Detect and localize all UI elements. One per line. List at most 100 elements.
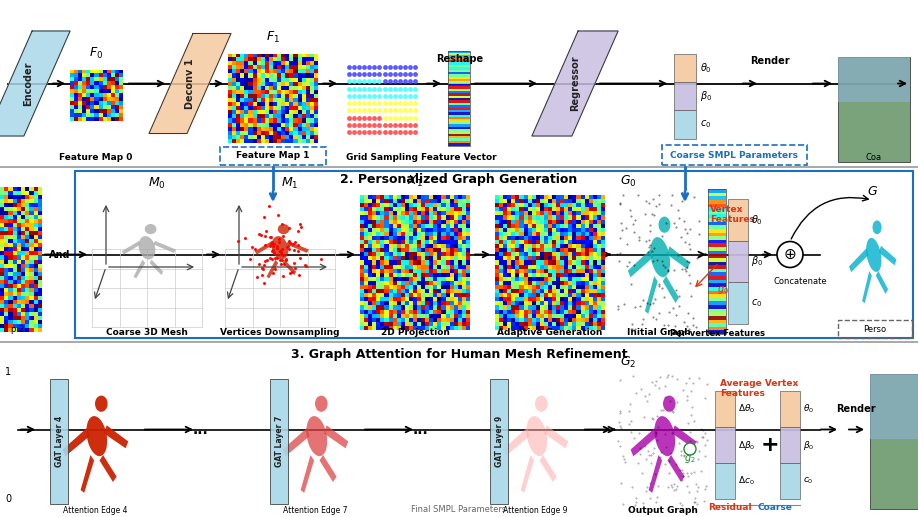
- Polygon shape: [555, 275, 574, 300]
- Ellipse shape: [315, 396, 328, 412]
- Bar: [708, 204, 726, 207]
- Bar: [448, 91, 470, 93]
- Bar: [708, 211, 726, 215]
- Bar: [708, 298, 726, 301]
- Text: $\Delta\theta_0$: $\Delta\theta_0$: [738, 403, 756, 415]
- Ellipse shape: [307, 416, 327, 456]
- Bar: [780, 427, 800, 463]
- Text: Feature Map 1: Feature Map 1: [236, 151, 309, 160]
- Text: ...: ...: [412, 422, 428, 436]
- Bar: [50, 379, 68, 504]
- Bar: [674, 110, 696, 139]
- Bar: [448, 110, 470, 112]
- Bar: [448, 117, 470, 119]
- Ellipse shape: [535, 396, 548, 412]
- Bar: [448, 57, 470, 60]
- Bar: [448, 131, 470, 133]
- Text: $M_0$: $M_0$: [148, 176, 166, 191]
- Text: Render: Render: [750, 55, 789, 66]
- Polygon shape: [150, 260, 163, 275]
- Ellipse shape: [872, 220, 881, 234]
- Bar: [708, 247, 726, 251]
- Bar: [708, 276, 726, 280]
- Text: Coarse SMPL Parameters: Coarse SMPL Parameters: [670, 150, 799, 160]
- Bar: [728, 199, 748, 241]
- Bar: [674, 82, 696, 110]
- Bar: [448, 86, 470, 88]
- Polygon shape: [300, 455, 314, 493]
- Text: $\beta_0$: $\beta_0$: [700, 89, 712, 103]
- Text: p 2: p 2: [11, 325, 25, 334]
- Polygon shape: [133, 260, 145, 278]
- Text: Coarse: Coarse: [757, 503, 792, 512]
- Bar: [708, 323, 726, 327]
- Text: Final SMPL Parameters: Final SMPL Parameters: [411, 505, 507, 514]
- Text: Attention Edge 7: Attention Edge 7: [283, 506, 347, 515]
- Text: 2. Personalized Graph Generation: 2. Personalized Graph Generation: [341, 173, 577, 186]
- Bar: [448, 98, 470, 100]
- Bar: [448, 51, 470, 53]
- Bar: [715, 463, 735, 499]
- Text: $\Delta\beta_0$: $\Delta\beta_0$: [738, 438, 756, 451]
- Text: GAT Layer 7: GAT Layer 7: [274, 416, 284, 467]
- Bar: [448, 133, 470, 136]
- Text: $M_1$: $M_1$: [281, 176, 298, 191]
- Text: $c_0$: $c_0$: [700, 118, 711, 130]
- Bar: [448, 69, 470, 72]
- Text: Render: Render: [836, 404, 876, 415]
- Ellipse shape: [550, 220, 564, 235]
- Polygon shape: [104, 425, 129, 448]
- Text: Attention Edge 9: Attention Edge 9: [503, 506, 567, 515]
- Text: $F_0$: $F_0$: [89, 47, 103, 62]
- Bar: [448, 108, 470, 110]
- Ellipse shape: [655, 416, 675, 456]
- Text: $\theta_0$: $\theta_0$: [700, 61, 711, 74]
- Bar: [448, 127, 470, 129]
- Polygon shape: [672, 425, 696, 448]
- FancyArrowPatch shape: [791, 195, 868, 239]
- Polygon shape: [514, 250, 544, 276]
- Polygon shape: [649, 455, 662, 493]
- Bar: [708, 215, 726, 218]
- Bar: [448, 96, 470, 98]
- Bar: [448, 72, 470, 74]
- Bar: [708, 240, 726, 244]
- Polygon shape: [560, 248, 587, 269]
- Bar: [708, 200, 726, 204]
- Text: Concatenate: Concatenate: [773, 277, 827, 285]
- Text: $G$: $G$: [867, 185, 878, 198]
- Bar: [780, 391, 800, 427]
- Bar: [448, 124, 470, 127]
- Polygon shape: [849, 248, 868, 272]
- Ellipse shape: [95, 396, 107, 412]
- Polygon shape: [81, 455, 95, 493]
- Polygon shape: [544, 425, 568, 448]
- Text: Coarse 3D Mesh: Coarse 3D Mesh: [106, 328, 188, 337]
- Polygon shape: [153, 241, 176, 253]
- Bar: [448, 88, 470, 91]
- Ellipse shape: [86, 416, 107, 456]
- Bar: [448, 53, 470, 55]
- Bar: [448, 119, 470, 121]
- Bar: [448, 55, 470, 57]
- Ellipse shape: [650, 237, 670, 277]
- Bar: [448, 141, 470, 143]
- Text: And: And: [50, 250, 71, 260]
- Ellipse shape: [663, 396, 676, 412]
- Bar: [708, 236, 726, 240]
- Text: Grid Sampling: Grid Sampling: [346, 153, 418, 162]
- Bar: [448, 77, 470, 79]
- Bar: [708, 305, 726, 309]
- Bar: [838, 57, 910, 102]
- Polygon shape: [99, 455, 117, 482]
- Bar: [708, 316, 726, 320]
- Bar: [708, 189, 726, 193]
- Bar: [448, 74, 470, 77]
- Bar: [708, 218, 726, 222]
- Ellipse shape: [272, 236, 288, 260]
- Text: 0: 0: [5, 494, 11, 504]
- Bar: [838, 57, 910, 162]
- Bar: [715, 391, 735, 427]
- Bar: [708, 196, 726, 200]
- Circle shape: [684, 443, 696, 455]
